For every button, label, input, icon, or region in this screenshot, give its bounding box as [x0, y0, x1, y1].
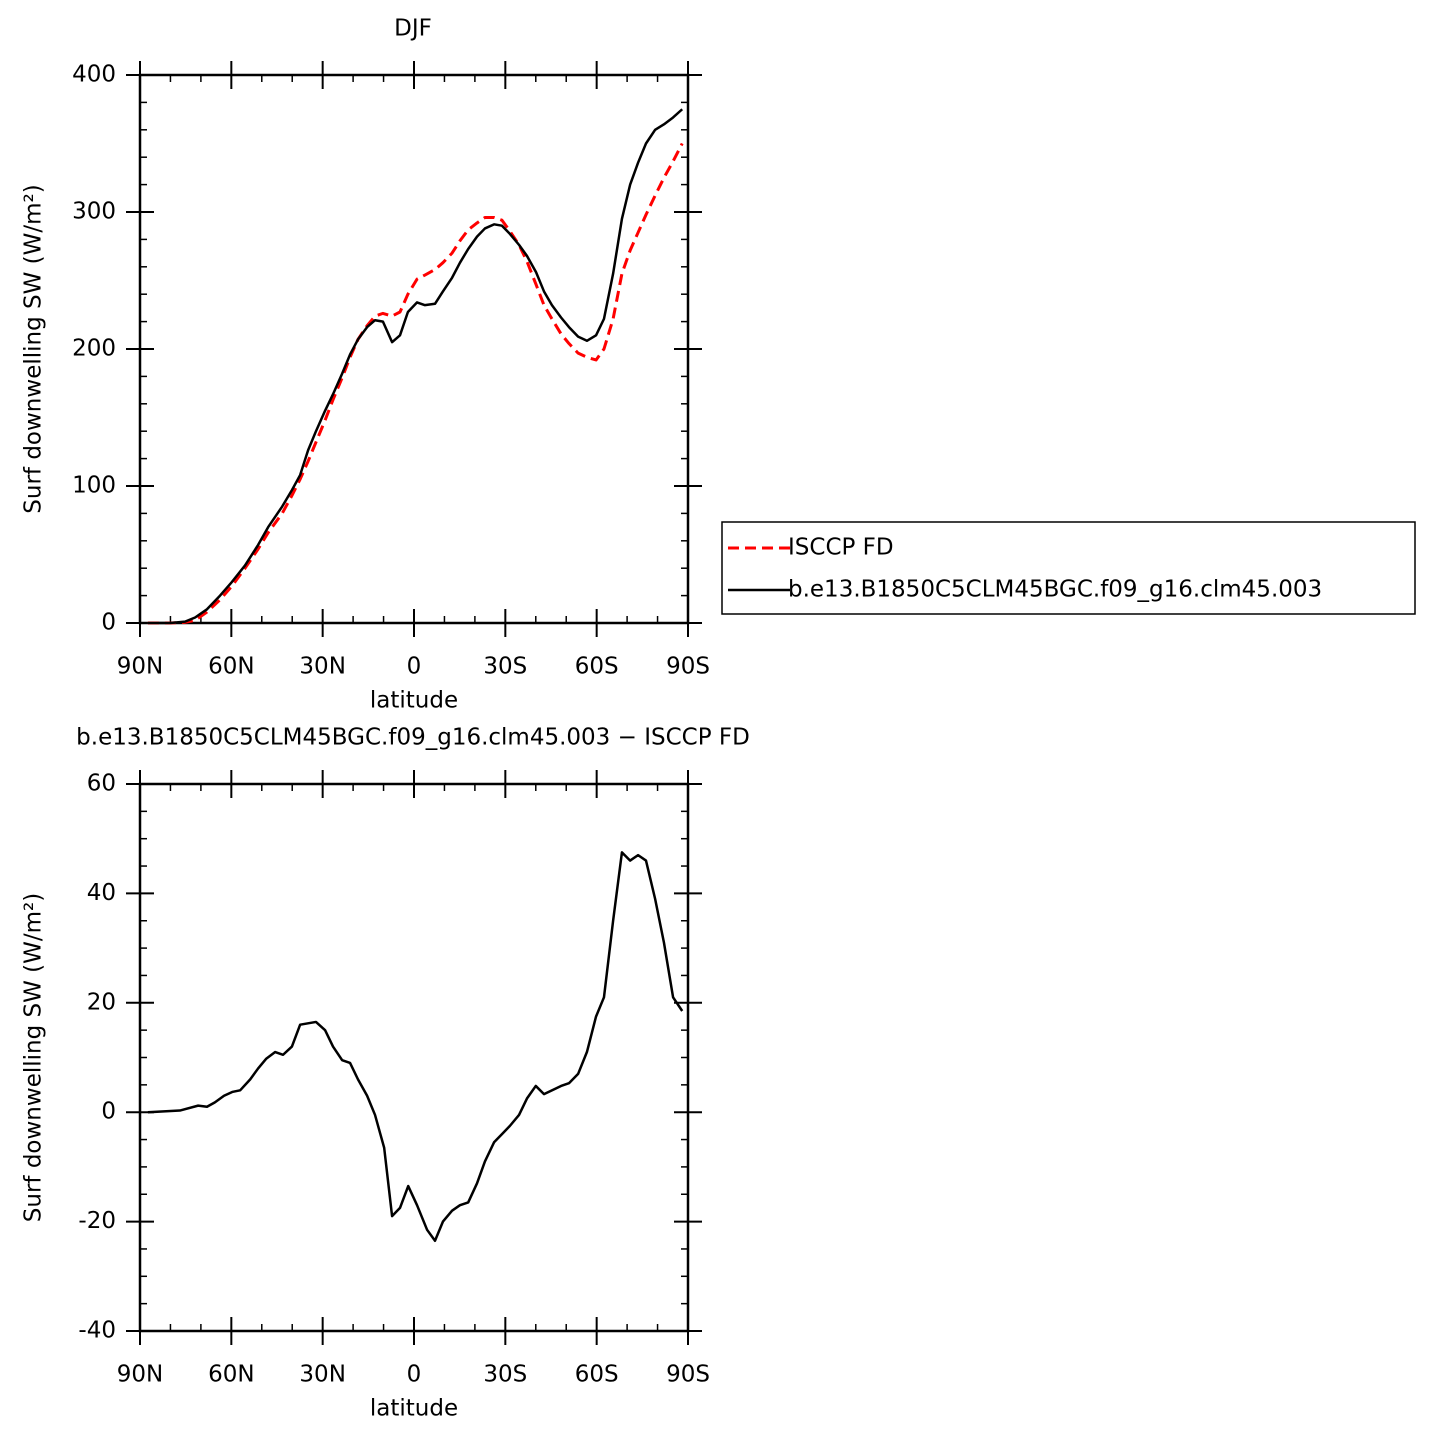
y-tick-label: 200 [72, 336, 116, 362]
x-tick-label: 90N [117, 1362, 163, 1388]
legend-label: ISCCP FD [788, 535, 894, 561]
y-tick-label: 60 [87, 771, 116, 797]
x-axis-label: latitude [370, 1396, 458, 1422]
x-tick-label: 60N [208, 1362, 254, 1388]
x-tick-label: 90S [666, 1362, 710, 1388]
chart-title: DJF [394, 16, 432, 42]
y-axis-label: Surf downwelling SW (W/m²) [21, 893, 47, 1222]
x-tick-label: 0 [407, 654, 422, 680]
y-tick-label: 100 [72, 473, 116, 499]
y-tick-label: 300 [72, 199, 116, 225]
y-tick-label: 40 [87, 880, 116, 906]
data-line [147, 851, 684, 1242]
y-axis-label: Surf downwelling SW (W/m²) [21, 184, 47, 513]
y-tick-label: -40 [78, 1318, 116, 1344]
plot-frame [138, 782, 690, 1333]
legend-box [721, 521, 1416, 615]
x-tick-label: 60S [575, 654, 619, 680]
data-line [147, 108, 684, 625]
x-tick-label: 90N [117, 654, 163, 680]
plot-frame [138, 73, 690, 625]
y-tick-label: 0 [101, 610, 116, 636]
x-axis-label: latitude [370, 688, 458, 714]
y-tick-label: -20 [78, 1208, 116, 1234]
x-tick-label: 0 [407, 1362, 422, 1388]
data-line [147, 142, 684, 625]
y-tick-label: 20 [87, 989, 116, 1015]
y-tick-label: 0 [101, 1099, 116, 1125]
x-tick-label: 30N [299, 654, 345, 680]
legend-label: b.e13.B1850C5CLM45BGC.f09_g16.clm45.003 [788, 577, 1322, 603]
x-tick-label: 30N [299, 1362, 345, 1388]
y-tick-label: 400 [72, 62, 116, 88]
x-tick-label: 90S [666, 654, 710, 680]
x-tick-label: 30S [483, 654, 527, 680]
x-tick-label: 30S [483, 1362, 527, 1388]
chart-title: b.e13.B1850C5CLM45BGC.f09_g16.clm45.003 … [76, 725, 750, 751]
x-tick-label: 60N [208, 654, 254, 680]
x-tick-label: 60S [575, 1362, 619, 1388]
